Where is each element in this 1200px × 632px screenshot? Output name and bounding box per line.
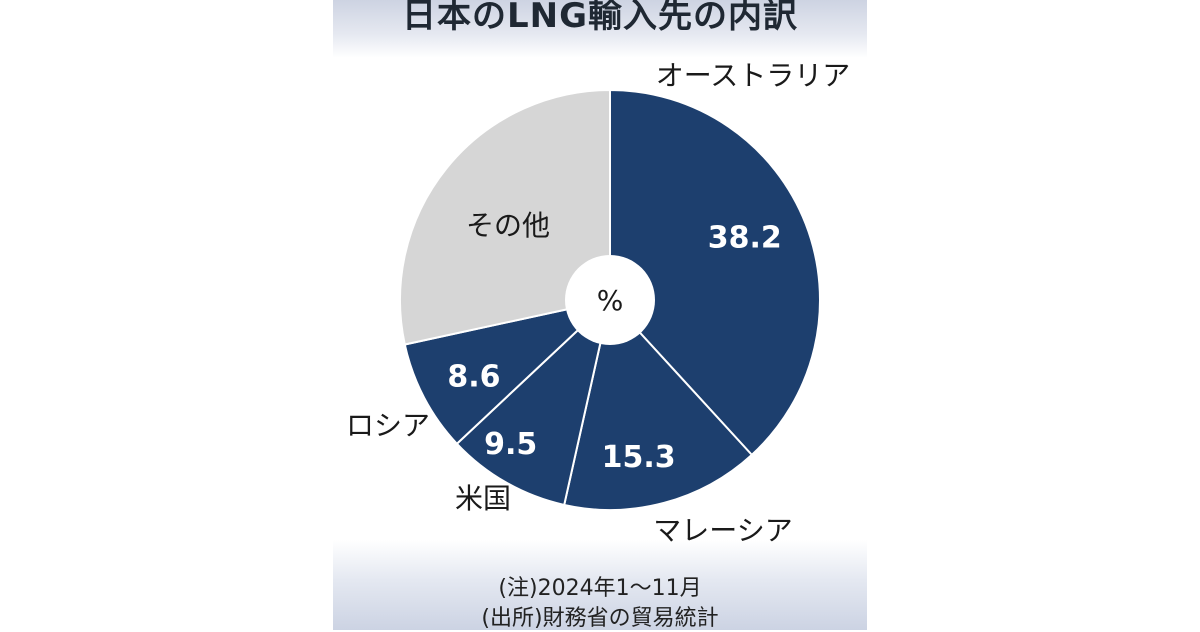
slice-4 (399, 88, 611, 346)
slice-value-label-0: 38.2 (708, 221, 782, 256)
slice-3 (403, 298, 614, 446)
slice-category-label-1: マレーシア (653, 514, 792, 547)
slice-value-label-2: 9.5 (484, 427, 537, 462)
chart-title: 日本のLNG輸入先の内訳 (401, 0, 799, 36)
slice-1 (562, 297, 754, 511)
footer-band (333, 540, 867, 630)
slice-category-label-2: 米国 (455, 482, 511, 515)
slice-category-label-4: その他 (466, 209, 550, 242)
slice-category-label-0: オーストラリア (656, 59, 851, 92)
donut-chart: % 38.2 オーストラリア 15.3 マレーシア 9.5 米国 8.6 ロシア その他 (346, 59, 851, 547)
title-band (333, 0, 867, 58)
donut-hole (565, 255, 655, 345)
note-period: (注)2024年1～11月 (498, 576, 702, 601)
slice-value-label-1: 15.3 (602, 440, 676, 475)
note-source: (出所)財務省の貿易統計 (481, 606, 719, 631)
chart-panel: 日本のLNG輸入先の内訳 % 38.2 オーストラリア 15.3 マレーシア 9.5 米国… (333, 0, 867, 631)
slice-category-label-3: ロシア (346, 409, 430, 442)
slice-2 (455, 297, 612, 507)
unit-label: % (597, 284, 624, 317)
slice-0 (609, 88, 821, 457)
slice-value-label-3: 8.6 (447, 360, 500, 395)
